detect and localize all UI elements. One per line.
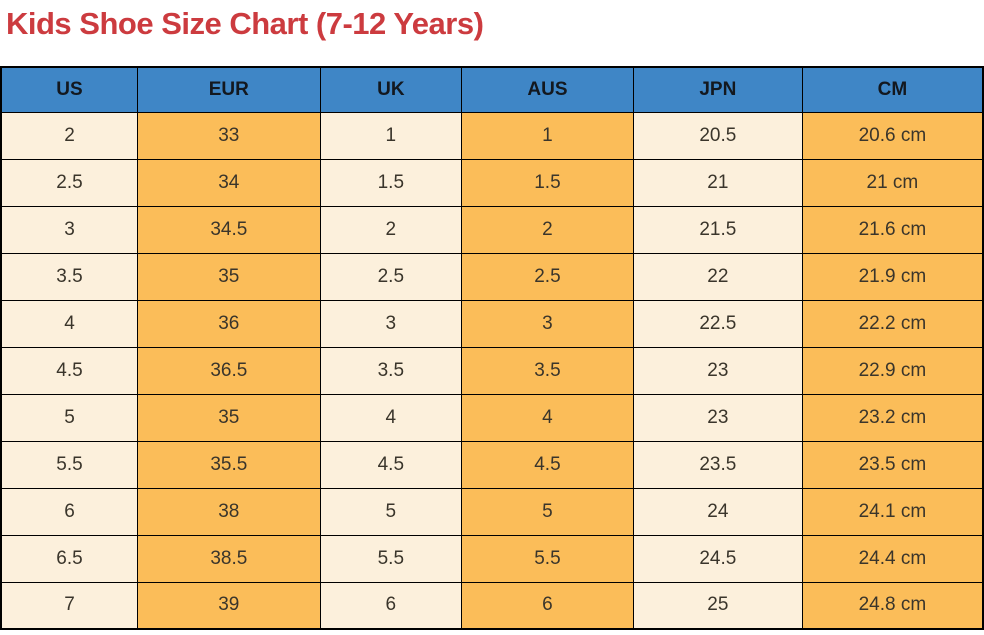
table-row: 6.5 38.5 5.5 5.5 24.5 24.4 cm (0, 534, 984, 583)
column-header-cm: CM (801, 66, 984, 113)
table-row: 5.5 35.5 4.5 4.5 23.5 23.5 cm (0, 440, 984, 489)
table-cell: 7 (0, 581, 138, 630)
table-cell: 24.8 cm (801, 581, 984, 630)
table-row: 3.5 35 2.5 2.5 22 21.9 cm (0, 252, 984, 301)
table-cell: 24.5 (632, 534, 803, 583)
table-cell: 35 (136, 252, 321, 301)
table-cell: 3 (461, 299, 634, 348)
table-cell: 2.5 (461, 252, 634, 301)
table-cell: 2 (461, 205, 634, 254)
table-cell: 23.2 cm (801, 393, 984, 442)
table-cell: 34 (136, 158, 321, 207)
table-cell: 22 (632, 252, 803, 301)
table-cell: 1 (319, 111, 463, 160)
table-cell: 24 (632, 487, 803, 536)
table-row: 7 39 6 6 25 24.8 cm (0, 581, 984, 630)
table-cell: 5 (461, 487, 634, 536)
page-title: Kids Shoe Size Chart (7-12 Years) (6, 6, 484, 41)
table-cell: 35 (136, 393, 321, 442)
table-cell: 3 (319, 299, 463, 348)
table-cell: 24.4 cm (801, 534, 984, 583)
table-cell: 22.2 cm (801, 299, 984, 348)
table-cell: 6 (461, 581, 634, 630)
table-cell: 4.5 (319, 440, 463, 489)
column-header-jpn: JPN (632, 66, 803, 113)
table-cell: 5.5 (319, 534, 463, 583)
shoe-size-table: US EUR UK AUS JPN CM 2 33 1 1 20.5 20.6 cm 2.5 34 1.5… (0, 66, 984, 630)
table-cell: 4.5 (461, 440, 634, 489)
table-cell: 21 (632, 158, 803, 207)
table-row: 4 36 3 3 22.5 22.2 cm (0, 299, 984, 348)
table-cell: 6.5 (0, 534, 138, 583)
table-row: 6 38 5 5 24 24.1 cm (0, 487, 984, 536)
table-cell: 23 (632, 393, 803, 442)
table-cell: 21.9 cm (801, 252, 984, 301)
table-cell: 2 (0, 111, 138, 160)
table-cell: 21.6 cm (801, 205, 984, 254)
table-cell: 4 (461, 393, 634, 442)
table-cell: 1 (461, 111, 634, 160)
table-cell: 36 (136, 299, 321, 348)
table-cell: 36.5 (136, 346, 321, 395)
table-cell: 23 (632, 346, 803, 395)
table-cell: 22.9 cm (801, 346, 984, 395)
table-cell: 2.5 (0, 158, 138, 207)
table-row: 3 34.5 2 2 21.5 21.6 cm (0, 205, 984, 254)
table-cell: 38.5 (136, 534, 321, 583)
table-cell: 23.5 cm (801, 440, 984, 489)
column-header-aus: AUS (461, 66, 634, 113)
table-cell: 35.5 (136, 440, 321, 489)
column-header-us: US (0, 66, 138, 113)
table-cell: 33 (136, 111, 321, 160)
table-cell: 1.5 (461, 158, 634, 207)
table-cell: 34.5 (136, 205, 321, 254)
table-cell: 1.5 (319, 158, 463, 207)
table-cell: 5.5 (0, 440, 138, 489)
table-cell: 3 (0, 205, 138, 254)
table-row: 5 35 4 4 23 23.2 cm (0, 393, 984, 442)
table-cell: 5 (319, 487, 463, 536)
table-cell: 6 (0, 487, 138, 536)
table-row: 2.5 34 1.5 1.5 21 21 cm (0, 158, 984, 207)
table-cell: 5 (0, 393, 138, 442)
table-cell: 21.5 (632, 205, 803, 254)
table-body: 2 33 1 1 20.5 20.6 cm 2.5 34 1.5 1.5 21 21 cm 3 34.5 2… (0, 111, 984, 630)
table-cell: 4 (319, 393, 463, 442)
table-cell: 38 (136, 487, 321, 536)
table-row: 2 33 1 1 20.5 20.6 cm (0, 111, 984, 160)
table-cell: 39 (136, 581, 321, 630)
table-cell: 2.5 (319, 252, 463, 301)
header-row: US EUR UK AUS JPN CM (0, 66, 984, 113)
table-cell: 20.5 (632, 111, 803, 160)
table-row: 4.5 36.5 3.5 3.5 23 22.9 cm (0, 346, 984, 395)
table-cell: 3.5 (461, 346, 634, 395)
table-cell: 4 (0, 299, 138, 348)
table-cell: 23.5 (632, 440, 803, 489)
table-cell: 20.6 cm (801, 111, 984, 160)
table-cell: 25 (632, 581, 803, 630)
table-cell: 2 (319, 205, 463, 254)
column-header-eur: EUR (136, 66, 321, 113)
table-cell: 24.1 cm (801, 487, 984, 536)
table-cell: 22.5 (632, 299, 803, 348)
table-cell: 21 cm (801, 158, 984, 207)
table-cell: 3.5 (0, 252, 138, 301)
table-cell: 5.5 (461, 534, 634, 583)
table-cell: 4.5 (0, 346, 138, 395)
column-header-uk: UK (319, 66, 463, 113)
table-cell: 6 (319, 581, 463, 630)
table-cell: 3.5 (319, 346, 463, 395)
